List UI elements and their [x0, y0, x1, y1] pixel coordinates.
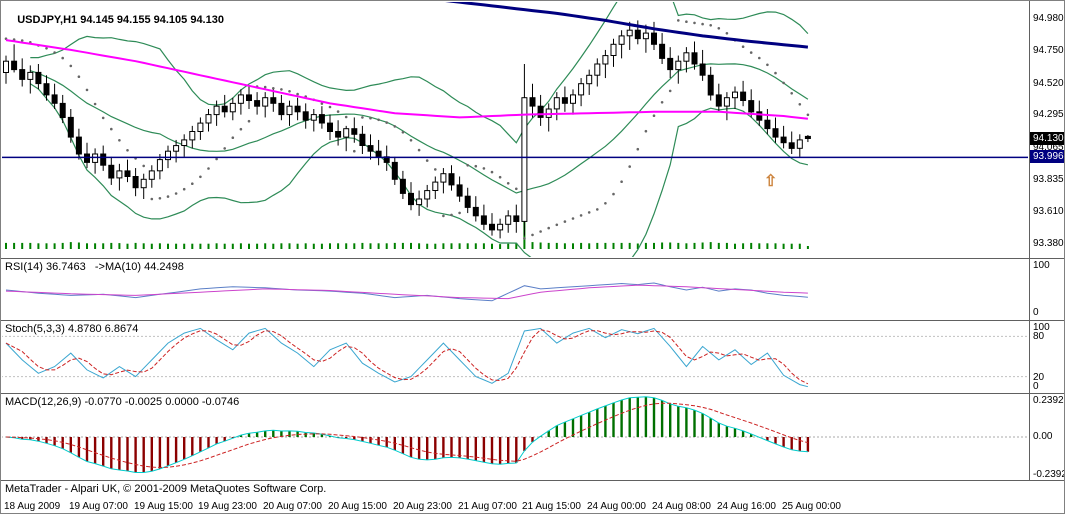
stoch-scale-label: 20: [1033, 372, 1045, 383]
price-scale-label: 94.750: [1033, 45, 1064, 56]
stoch-indicator-label: Stoch(5,3,3) 4.8780 6.8674: [5, 323, 139, 335]
stoch-scale-label: 100: [1033, 322, 1050, 333]
macd-scale-label: 0.00: [1033, 431, 1053, 442]
time-axis-label: 25 Aug 00:00: [782, 501, 841, 512]
stoch-scale-label: 80: [1033, 331, 1045, 342]
time-axis-label: 18 Aug 2009: [4, 501, 61, 512]
time-axis-label: 19 Aug 15:00: [134, 501, 193, 512]
ohlc-quote: 94.145 94.155 94.105 94.130: [80, 14, 224, 26]
rsi-scale-label: 0: [1033, 307, 1039, 318]
time-axis-label: 21 Aug 07:00: [458, 501, 517, 512]
copyright-text: MetaTrader - Alpari UK, © 2001-2009 Meta…: [5, 483, 327, 495]
time-axis-label: 20 Aug 07:00: [263, 501, 322, 512]
time-axis-label: 24 Aug 00:00: [587, 501, 646, 512]
rsi-scale-label: 100: [1033, 260, 1050, 271]
chart-title: USDJPY,H1 94.145 94.155 94.105 94.130: [5, 4, 224, 37]
price-scale-label: 93.380: [1033, 238, 1064, 249]
rsi-panel: [5, 282, 808, 302]
time-axis-label: 24 Aug 08:00: [652, 501, 711, 512]
price-tag: 93.996: [1030, 150, 1064, 163]
time-axis-label: 19 Aug 23:00: [198, 501, 257, 512]
symbol-timeframe-label: USDJPY,H1: [17, 14, 78, 26]
macd-indicator-label: MACD(12,26,9) -0.0770 -0.0025 0.0000 -0.…: [5, 396, 240, 408]
time-axis-label: 24 Aug 16:00: [717, 501, 776, 512]
rsi-indicator-label: RSI(14) 36.7463 ->MA(10) 44.2498: [5, 261, 184, 273]
macd-panel: [2, 396, 1028, 473]
time-axis-label: 21 Aug 15:00: [522, 501, 581, 512]
price-tag: 94.130: [1030, 132, 1064, 145]
price-scale-label: 94.520: [1033, 78, 1064, 89]
price-scale-label: 94.980: [1033, 13, 1064, 24]
price-scale-label: 93.835: [1033, 174, 1064, 185]
time-axis-label: 20 Aug 15:00: [328, 501, 387, 512]
price-scale-label: 93.610: [1033, 206, 1064, 217]
macd-scale-label: 0.2392: [1033, 395, 1064, 406]
time-axis-label: 19 Aug 07:00: [69, 501, 128, 512]
price-scale-label: 94.065: [1033, 142, 1064, 153]
stochastic-panel: [2, 327, 1028, 388]
stoch-scale-label: 0: [1033, 381, 1039, 392]
time-axis-label: 20 Aug 23:00: [393, 501, 452, 512]
macd-scale-label: -0.2392: [1033, 469, 1065, 480]
main-price-panel: [2, 2, 1028, 257]
up-arrow-icon[interactable]: ⇧: [764, 173, 778, 190]
price-scale-label: 94.295: [1033, 109, 1064, 120]
